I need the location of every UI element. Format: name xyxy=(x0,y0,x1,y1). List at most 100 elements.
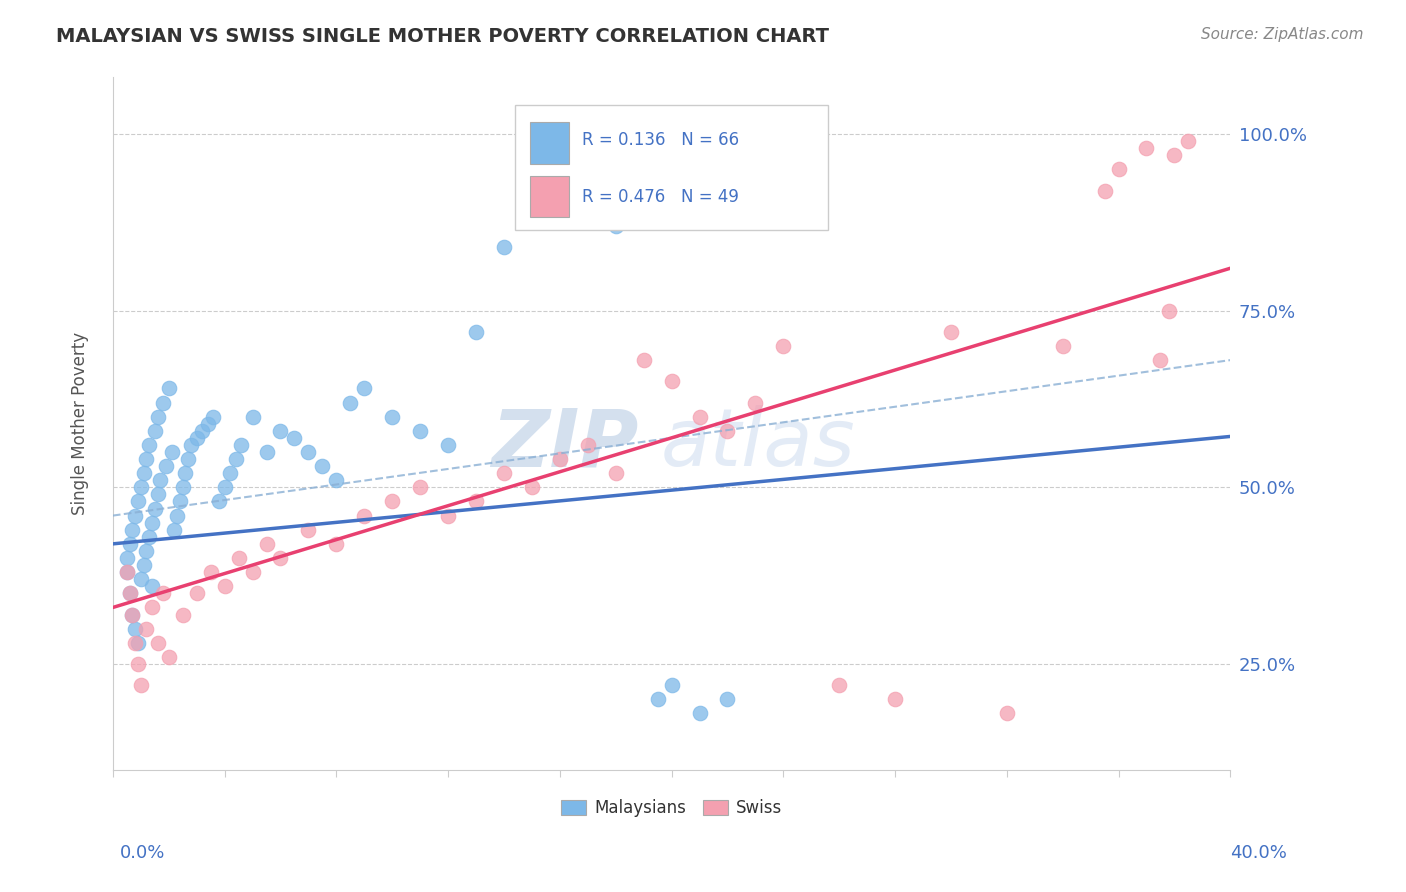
Text: R = 0.476   N = 49: R = 0.476 N = 49 xyxy=(582,187,740,205)
Point xyxy=(115,551,138,566)
Point xyxy=(138,438,160,452)
Point xyxy=(118,537,141,551)
Point xyxy=(135,622,157,636)
Point xyxy=(995,706,1018,721)
Point xyxy=(297,523,319,537)
Point xyxy=(269,424,291,438)
Point xyxy=(548,197,571,211)
Point xyxy=(121,607,143,622)
Point xyxy=(353,381,375,395)
Point xyxy=(163,523,186,537)
Point xyxy=(716,424,738,438)
Point xyxy=(200,565,222,579)
Point xyxy=(191,424,214,438)
Point xyxy=(129,480,152,494)
Point xyxy=(143,501,166,516)
Point xyxy=(115,565,138,579)
Point xyxy=(716,692,738,706)
Point xyxy=(118,586,141,600)
Point xyxy=(121,607,143,622)
Point xyxy=(124,636,146,650)
Text: 40.0%: 40.0% xyxy=(1230,844,1286,862)
Point xyxy=(409,480,432,494)
Point xyxy=(129,678,152,692)
Point xyxy=(146,409,169,424)
Point xyxy=(132,466,155,480)
Point xyxy=(1108,162,1130,177)
Point xyxy=(172,607,194,622)
Text: ZIP: ZIP xyxy=(491,406,638,483)
Point xyxy=(256,537,278,551)
Y-axis label: Single Mother Poverty: Single Mother Poverty xyxy=(72,332,89,516)
Point xyxy=(520,211,543,226)
Point xyxy=(633,353,655,368)
Text: atlas: atlas xyxy=(661,406,855,483)
Point xyxy=(124,622,146,636)
Point xyxy=(149,473,172,487)
Legend: Malaysians, Swiss: Malaysians, Swiss xyxy=(554,793,789,824)
Point xyxy=(492,240,515,254)
Point xyxy=(157,381,180,395)
Point xyxy=(143,424,166,438)
FancyBboxPatch shape xyxy=(530,122,569,164)
Point xyxy=(437,438,460,452)
Point xyxy=(124,508,146,523)
Point xyxy=(138,530,160,544)
Point xyxy=(172,480,194,494)
Point xyxy=(283,431,305,445)
Text: MALAYSIAN VS SWISS SINGLE MOTHER POVERTY CORRELATION CHART: MALAYSIAN VS SWISS SINGLE MOTHER POVERTY… xyxy=(56,27,830,45)
Point xyxy=(214,480,236,494)
Point xyxy=(152,586,174,600)
Point xyxy=(520,480,543,494)
Point xyxy=(160,445,183,459)
Point xyxy=(141,579,163,593)
Point xyxy=(174,466,197,480)
Point xyxy=(121,523,143,537)
Point xyxy=(661,678,683,692)
Point xyxy=(146,636,169,650)
Text: 0.0%: 0.0% xyxy=(120,844,165,862)
Point xyxy=(437,508,460,523)
Point xyxy=(208,494,231,508)
Point xyxy=(202,409,225,424)
Point xyxy=(228,551,250,566)
Point xyxy=(177,452,200,467)
Point xyxy=(381,494,404,508)
Point xyxy=(269,551,291,566)
Point xyxy=(465,325,488,339)
Point xyxy=(135,544,157,558)
Point xyxy=(689,706,711,721)
Point xyxy=(141,600,163,615)
Point xyxy=(311,459,333,474)
Point xyxy=(325,473,347,487)
Point xyxy=(1052,339,1074,353)
Point xyxy=(242,409,264,424)
Point xyxy=(115,565,138,579)
Point xyxy=(353,508,375,523)
Point xyxy=(576,438,599,452)
Text: Source: ZipAtlas.com: Source: ZipAtlas.com xyxy=(1201,27,1364,42)
Text: R = 0.136   N = 66: R = 0.136 N = 66 xyxy=(582,131,740,149)
Point xyxy=(129,572,152,586)
Point xyxy=(828,678,851,692)
Point xyxy=(169,494,191,508)
Point xyxy=(297,445,319,459)
Point xyxy=(231,438,253,452)
Point xyxy=(661,374,683,388)
Point xyxy=(1135,141,1157,155)
Point xyxy=(256,445,278,459)
Point xyxy=(325,537,347,551)
Point xyxy=(225,452,247,467)
Point xyxy=(1157,303,1180,318)
Point xyxy=(242,565,264,579)
Point xyxy=(548,452,571,467)
Point xyxy=(132,558,155,572)
Point xyxy=(186,586,208,600)
Point xyxy=(772,339,794,353)
Point xyxy=(884,692,907,706)
Point xyxy=(141,516,163,530)
Point xyxy=(155,459,177,474)
Point xyxy=(118,586,141,600)
Point xyxy=(689,409,711,424)
Point xyxy=(214,579,236,593)
